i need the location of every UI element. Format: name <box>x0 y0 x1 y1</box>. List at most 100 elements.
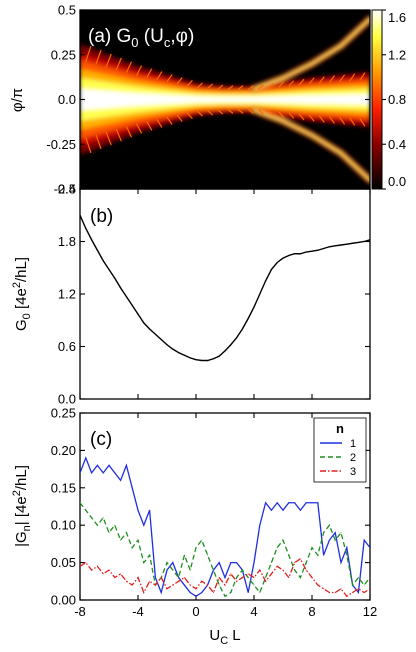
panel-b-point <box>172 348 174 350</box>
panel-c-point <box>80 565 81 567</box>
panel-c-point <box>125 532 127 534</box>
panel-c-point <box>114 472 116 474</box>
heatmap-streak <box>136 65 143 76</box>
panel-b-point <box>114 277 116 279</box>
panel-b-ytick-label: 1.8 <box>58 234 76 249</box>
panel-b-point <box>340 244 342 246</box>
panel-c-point <box>218 577 220 579</box>
panel-c-point <box>160 592 162 594</box>
heatmap-streak <box>186 112 193 120</box>
panel-b-point <box>299 253 301 255</box>
panel-c-point <box>172 569 174 571</box>
heatmap-streak <box>197 82 203 89</box>
heatmap-streak <box>257 109 264 115</box>
heatmap-streak <box>278 111 285 118</box>
panel-c-frame <box>79 412 371 601</box>
colorbar-tick-label: 0.4 <box>388 137 406 152</box>
heatmap-streak <box>268 83 274 89</box>
panel-c-point <box>265 502 267 504</box>
heatmap-streak <box>227 85 234 91</box>
panel-c-point <box>241 577 243 579</box>
panel-b-point <box>143 322 145 324</box>
panel-c-point <box>288 577 290 579</box>
panel-c-point <box>259 569 261 571</box>
panel-c-point <box>357 577 359 579</box>
panel-c-point <box>154 584 156 586</box>
panel-c-point <box>80 502 81 504</box>
panel-c-point <box>96 565 98 567</box>
panel-b-label: (b) <box>90 206 113 227</box>
heatmap-streak <box>207 83 214 89</box>
panel-c-point <box>323 532 325 534</box>
colorbar <box>371 9 383 190</box>
panel-c-point <box>247 577 249 579</box>
heatmap-streak <box>146 121 153 131</box>
heatmap-streak <box>359 118 366 127</box>
panel-b-point <box>265 280 267 282</box>
panel-a-ylabel: φ/π <box>9 88 26 112</box>
panel-c-point <box>201 592 203 594</box>
panel-c-point <box>282 569 284 571</box>
heatmap-streak <box>247 85 254 91</box>
panel-c-point <box>137 539 139 541</box>
panel-c-point <box>218 584 220 586</box>
panel-c-point <box>102 517 104 519</box>
panel-b-point <box>369 239 370 241</box>
panel-c-ytick-label: 0.15 <box>51 480 76 495</box>
legend-label-1: 1 <box>350 438 356 450</box>
panel-c-point <box>288 502 290 504</box>
panel-c-xtick-label: 12 <box>363 604 377 619</box>
panel-c-point <box>218 562 220 564</box>
panel-c-point <box>259 592 261 594</box>
heatmap-streak <box>176 114 183 122</box>
panel-c-point <box>201 580 203 582</box>
heatmap-streak <box>318 76 325 84</box>
panel-c-point <box>183 554 185 556</box>
panel-b-point <box>102 260 104 262</box>
panel-b-point <box>149 328 151 330</box>
panel-a-ytick-label: 0.25 <box>51 47 76 62</box>
panel-c-point <box>207 554 209 556</box>
panel-b-point <box>288 254 290 257</box>
panel-c-point <box>236 577 238 579</box>
heatmap-streak <box>136 123 143 134</box>
heatmap-streak <box>166 116 173 125</box>
heatmap-streak <box>339 74 346 83</box>
panel-b-point <box>201 359 203 362</box>
panel-c-point <box>166 569 168 571</box>
heatmap-streak <box>237 108 244 114</box>
legend-items: 1 2 3 <box>320 438 356 478</box>
panel-a-ytick-label: -0.5 <box>54 182 76 197</box>
panel-c-point <box>259 524 261 526</box>
heatmap-streak <box>349 73 356 82</box>
panel-c-point <box>102 472 104 474</box>
panel-b-point <box>212 358 214 360</box>
panel-c-point <box>253 577 255 579</box>
panel-c-point <box>149 580 151 582</box>
panel-c-point <box>85 562 87 564</box>
panel-c-point <box>236 580 238 582</box>
panel-c-point <box>270 509 272 511</box>
panel-c-point <box>276 502 278 504</box>
panel-a-ytick-label: 0.0 <box>58 92 76 107</box>
panel-b-point <box>137 313 139 315</box>
panel-c-point <box>282 539 284 541</box>
panel-c-point <box>183 577 185 579</box>
panel-c-point <box>276 547 278 549</box>
heatmap-streak <box>176 77 183 85</box>
panel-b-point <box>276 261 278 264</box>
panel-c-point <box>363 584 365 586</box>
panel-c-point <box>357 588 359 590</box>
panel-c-xtick-label: 0 <box>192 604 199 619</box>
panel-b-point <box>131 304 133 306</box>
panel-c-point <box>311 502 313 504</box>
panel-c-point <box>247 592 249 594</box>
panel-b-ytick-label: 0.6 <box>58 339 76 354</box>
panel-c-point <box>212 569 214 571</box>
panel-c-point <box>120 573 122 575</box>
panel-a-y-ticks: -0.5 -0.25 0.0 0.25 0.5 <box>46 3 371 197</box>
panel-c-point <box>96 524 98 526</box>
panel-c-point <box>340 588 342 590</box>
panel-b-point <box>328 246 330 248</box>
heatmap-streak <box>125 61 133 73</box>
